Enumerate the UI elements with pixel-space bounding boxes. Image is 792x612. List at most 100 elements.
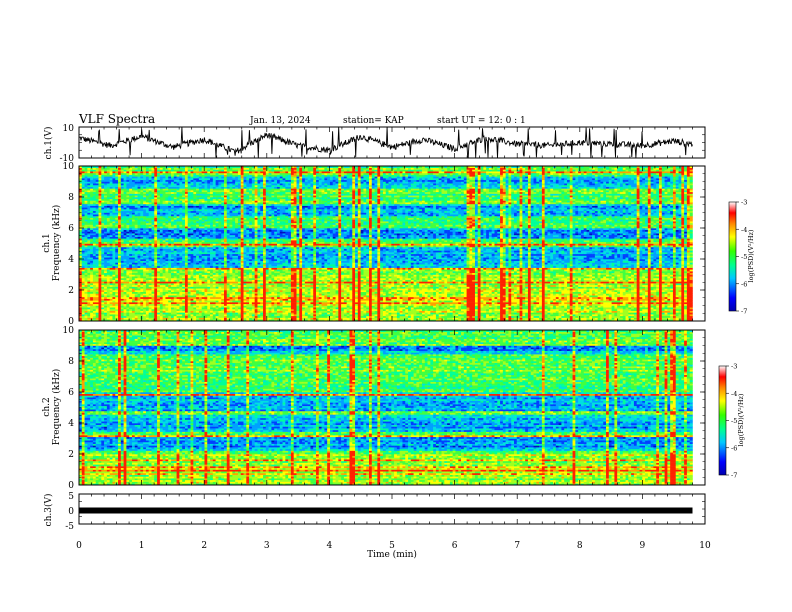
- spectrogram-cell: [129, 204, 132, 206]
- spectrogram-cell: [204, 264, 207, 266]
- spectrogram-cell: [93, 235, 96, 237]
- spectrogram-cell: [160, 281, 163, 283]
- spectrogram-cell: [182, 300, 185, 302]
- spectrogram-cell: [112, 245, 115, 247]
- spectrogram-cell: [163, 183, 166, 185]
- spectrogram-cell: [135, 264, 138, 266]
- spectrogram-cell: [154, 226, 157, 228]
- spectrogram-cell: [157, 197, 160, 199]
- spectrogram-cell: [188, 312, 191, 314]
- spectrogram-cell: [90, 211, 93, 213]
- spectrogram-cell: [96, 259, 99, 261]
- spectrogram-cell: [132, 288, 135, 290]
- spectrogram-cell: [143, 242, 146, 244]
- spectrogram-cell: [101, 278, 104, 280]
- spectrogram-cell: [193, 225, 196, 227]
- spectrogram-cell: [179, 200, 182, 202]
- spectrogram-cell: [124, 183, 127, 185]
- spectrogram-cell: [221, 233, 224, 235]
- spectrogram-cell: [216, 307, 219, 309]
- spectrogram-cell: [146, 302, 149, 304]
- spectrogram-cell: [101, 269, 104, 271]
- spectrogram-cell: [163, 238, 166, 240]
- spectrogram-cell: [126, 187, 129, 189]
- spectrogram-cell: [218, 192, 221, 194]
- spectrogram-cell: [171, 304, 174, 306]
- spectrogram-cell: [216, 168, 219, 170]
- spectrogram-cell: [213, 271, 216, 273]
- spectrogram-cell: [204, 187, 207, 189]
- spectrogram-cell: [93, 273, 96, 275]
- spectrogram-cell: [165, 276, 168, 278]
- spectrogram-cell: [140, 252, 143, 254]
- spectrogram-cell: [152, 176, 155, 178]
- spectrogram-cell: [218, 175, 221, 177]
- spectrogram-cell: [193, 295, 196, 297]
- spectrogram-cell: [140, 178, 143, 180]
- spectrogram-cell: [199, 197, 202, 199]
- spectrogram-cell: [221, 180, 224, 182]
- spectrogram-cell: [221, 300, 224, 302]
- spectrogram-cell: [193, 219, 196, 221]
- spectrogram-cell: [112, 190, 115, 192]
- spectrogram-cell: [227, 228, 230, 230]
- spectrogram-cell: [221, 261, 224, 263]
- spectrogram-cell: [163, 304, 166, 306]
- spectrogram-cell: [138, 269, 141, 271]
- spectrogram-cell: [101, 273, 104, 275]
- spectrogram-cell: [118, 230, 121, 232]
- spectrogram-cell: [221, 190, 224, 192]
- spectrogram-cell: [227, 180, 230, 182]
- spectrogram-cell: [160, 266, 163, 268]
- spectrogram-cell: [110, 185, 113, 187]
- spectrogram-cell: [157, 269, 160, 271]
- spectrogram-cell: [110, 200, 113, 202]
- spectrogram-cell: [177, 293, 180, 295]
- spectrogram-cell: [177, 254, 180, 256]
- spectrogram-cell: [171, 228, 174, 230]
- spectrogram-cell: [196, 200, 199, 202]
- spectrogram-cell: [138, 311, 141, 313]
- spectrogram-cell: [129, 202, 132, 204]
- spectrogram-cell: [129, 278, 132, 280]
- spectrogram-cell: [121, 288, 124, 290]
- spectrogram-cell: [121, 309, 124, 311]
- spectrogram-cell: [171, 259, 174, 261]
- spectrogram-cell: [96, 254, 99, 256]
- spectrogram-cell: [177, 187, 180, 189]
- spectrogram-cell: [135, 197, 138, 199]
- spectrogram-cell: [207, 299, 210, 301]
- spectrogram-cell: [199, 237, 202, 239]
- spectrogram-cell: [165, 240, 168, 242]
- spectrogram-cell: [132, 218, 135, 220]
- spectrogram-cell: [143, 213, 146, 215]
- spectrogram-cell: [185, 237, 188, 239]
- spectrogram-cell: [110, 223, 113, 225]
- spectrogram-cell: [204, 278, 207, 280]
- spectrogram-cell: [118, 211, 121, 213]
- spectrogram-cell: [174, 285, 177, 287]
- spectrogram-cell: [90, 269, 93, 271]
- spectrogram-cell: [188, 261, 191, 263]
- spectrogram-cell: [199, 309, 202, 311]
- spectrogram-cell: [101, 244, 104, 246]
- spectrogram-cell: [213, 182, 216, 184]
- spectrogram-cell: [101, 249, 104, 251]
- spectrogram-cell: [124, 192, 127, 194]
- spectrogram-cell: [216, 228, 219, 230]
- spectrogram-cell: [216, 318, 219, 320]
- spectrogram-cell: [196, 175, 199, 177]
- spectrogram-cell: [160, 228, 163, 230]
- spectrogram-cell: [124, 182, 127, 184]
- spectrogram-cell: [191, 281, 194, 283]
- spectrogram-cell: [218, 259, 221, 261]
- spectrogram-cell: [115, 244, 118, 246]
- spectrogram-cell: [115, 269, 118, 271]
- spectrogram-cell: [163, 285, 166, 287]
- spectrogram-cell: [143, 218, 146, 220]
- spectrogram-cell: [140, 180, 143, 182]
- spectrogram-cell: [135, 225, 138, 227]
- spectrogram-cell: [99, 287, 102, 289]
- spectrogram-cell: [213, 216, 216, 218]
- spectrogram-cell: [107, 300, 110, 302]
